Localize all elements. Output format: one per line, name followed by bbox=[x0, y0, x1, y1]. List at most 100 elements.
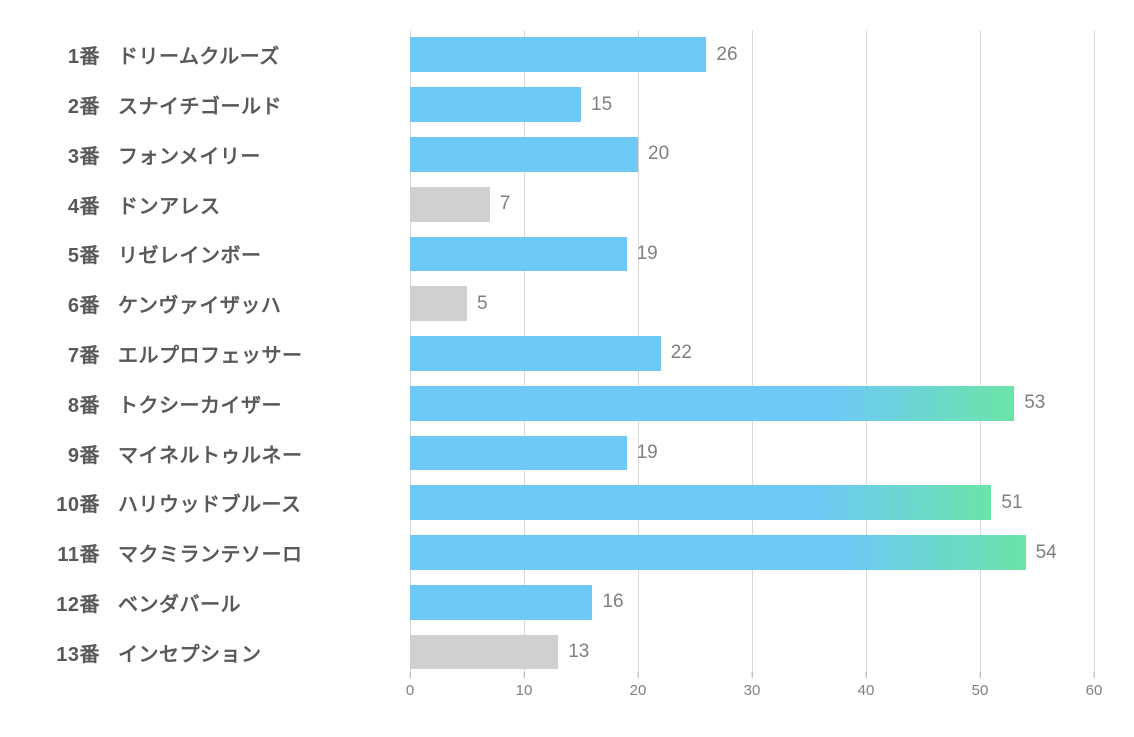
value-label: 20 bbox=[648, 143, 669, 165]
tick-mark bbox=[410, 672, 411, 678]
x-tick-label: 30 bbox=[744, 682, 761, 699]
value-label: 16 bbox=[602, 591, 623, 613]
value-label: 51 bbox=[1001, 492, 1022, 514]
value-label: 22 bbox=[671, 342, 692, 364]
tick-mark bbox=[638, 672, 639, 678]
x-tick: 20 bbox=[630, 682, 647, 699]
bar: 26 bbox=[410, 37, 706, 72]
category-number: 1番 bbox=[40, 40, 108, 69]
category-label: 6番ケンヴァイザッハ bbox=[40, 279, 410, 329]
category-label: 7番エルプロフェッサー bbox=[40, 329, 410, 379]
x-tick: 10 bbox=[516, 682, 533, 699]
category-number: 3番 bbox=[40, 140, 108, 169]
category-label: 8番トクシーカイザー bbox=[40, 378, 410, 428]
value-label: 54 bbox=[1036, 542, 1057, 564]
x-tick: 30 bbox=[744, 682, 761, 699]
category-number: 6番 bbox=[40, 289, 108, 318]
bar-row: 7 bbox=[410, 179, 1094, 229]
bar-row: 16 bbox=[410, 577, 1094, 627]
gridline bbox=[1094, 30, 1095, 677]
category-name: トクシーカイザー bbox=[108, 389, 282, 418]
category-name: ドリームクルーズ bbox=[108, 40, 280, 69]
bars-area: 26 15 20 7 19 5 22 53 19 51 54 16 13 bbox=[410, 30, 1094, 677]
category-name: ベンダバール bbox=[108, 588, 241, 617]
x-tick: 0 bbox=[406, 682, 414, 699]
category-number: 9番 bbox=[40, 439, 108, 468]
value-label: 53 bbox=[1024, 392, 1045, 414]
category-number: 2番 bbox=[40, 90, 108, 119]
bar-wrapper: 16 bbox=[410, 577, 1094, 627]
category-name: ハリウッドブルース bbox=[108, 488, 302, 517]
bar-wrapper: 15 bbox=[410, 80, 1094, 130]
bar-row: 15 bbox=[410, 80, 1094, 130]
bar-chart: 1番ドリームクルーズ2番スナイチゴールド3番フォンメイリー4番ドンアレス5番リゼ… bbox=[0, 0, 1134, 737]
bar-wrapper: 20 bbox=[410, 130, 1094, 180]
value-label: 5 bbox=[477, 293, 488, 315]
category-label: 4番ドンアレス bbox=[40, 179, 410, 229]
bar-row: 54 bbox=[410, 528, 1094, 578]
category-label: 11番マクミランテソーロ bbox=[40, 528, 410, 578]
tick-mark bbox=[524, 672, 525, 678]
bars-column: 26 15 20 7 19 5 22 53 19 51 54 16 13 bbox=[410, 30, 1094, 677]
bar: 19 bbox=[410, 436, 627, 471]
category-number: 12番 bbox=[40, 588, 108, 617]
x-tick-label: 50 bbox=[972, 682, 989, 699]
x-tick-label: 20 bbox=[630, 682, 647, 699]
bar: 5 bbox=[410, 286, 467, 321]
bar: 51 bbox=[410, 485, 991, 520]
category-name: ケンヴァイザッハ bbox=[108, 289, 281, 318]
bar-row: 51 bbox=[410, 478, 1094, 528]
bar-row: 26 bbox=[410, 30, 1094, 80]
category-label: 3番フォンメイリー bbox=[40, 130, 410, 180]
category-name: エルプロフェッサー bbox=[108, 339, 303, 368]
bar-wrapper: 19 bbox=[410, 229, 1094, 279]
bar-wrapper: 19 bbox=[410, 428, 1094, 478]
tick-mark bbox=[866, 672, 867, 678]
category-label: 9番マイネルトゥルネー bbox=[40, 428, 410, 478]
bar-row: 20 bbox=[410, 130, 1094, 180]
x-tick-label: 40 bbox=[858, 682, 875, 699]
bar-wrapper: 13 bbox=[410, 627, 1094, 677]
value-label: 13 bbox=[568, 641, 589, 663]
tick-mark bbox=[752, 672, 753, 678]
bar: 16 bbox=[410, 585, 592, 620]
x-tick-label: 60 bbox=[1086, 682, 1103, 699]
x-tick: 50 bbox=[972, 682, 989, 699]
category-number: 11番 bbox=[40, 538, 108, 567]
bar: 15 bbox=[410, 87, 581, 122]
bar-wrapper: 26 bbox=[410, 30, 1094, 80]
category-label: 1番ドリームクルーズ bbox=[40, 30, 410, 80]
bar-row: 5 bbox=[410, 279, 1094, 329]
bar: 22 bbox=[410, 336, 661, 371]
x-tick-label: 10 bbox=[516, 682, 533, 699]
bar-wrapper: 22 bbox=[410, 329, 1094, 379]
chart-area: 1番ドリームクルーズ2番スナイチゴールド3番フォンメイリー4番ドンアレス5番リゼ… bbox=[40, 30, 1094, 677]
category-number: 13番 bbox=[40, 638, 108, 667]
category-label: 10番ハリウッドブルース bbox=[40, 478, 410, 528]
bar: 19 bbox=[410, 237, 627, 272]
category-name: フォンメイリー bbox=[108, 140, 261, 169]
x-tick-label: 0 bbox=[406, 682, 414, 699]
x-axis: 0102030405060 bbox=[410, 682, 1094, 712]
value-label: 15 bbox=[591, 94, 612, 116]
bar-row: 19 bbox=[410, 229, 1094, 279]
value-label: 19 bbox=[637, 442, 658, 464]
bar-row: 19 bbox=[410, 428, 1094, 478]
bar: 53 bbox=[410, 386, 1014, 421]
tick-mark bbox=[1094, 672, 1095, 678]
category-number: 4番 bbox=[40, 190, 108, 219]
value-label: 26 bbox=[716, 44, 737, 66]
labels-column: 1番ドリームクルーズ2番スナイチゴールド3番フォンメイリー4番ドンアレス5番リゼ… bbox=[40, 30, 410, 677]
bar-row: 22 bbox=[410, 329, 1094, 379]
value-label: 19 bbox=[637, 243, 658, 265]
category-label: 5番リゼレインボー bbox=[40, 229, 410, 279]
bar-row: 13 bbox=[410, 627, 1094, 677]
tick-mark bbox=[980, 672, 981, 678]
bar-wrapper: 54 bbox=[410, 528, 1094, 578]
category-name: リゼレインボー bbox=[108, 239, 262, 268]
bar: 54 bbox=[410, 535, 1026, 570]
bar: 20 bbox=[410, 137, 638, 172]
category-label: 13番インセプション bbox=[40, 627, 410, 677]
category-number: 10番 bbox=[40, 488, 108, 517]
category-label: 12番ベンダバール bbox=[40, 577, 410, 627]
